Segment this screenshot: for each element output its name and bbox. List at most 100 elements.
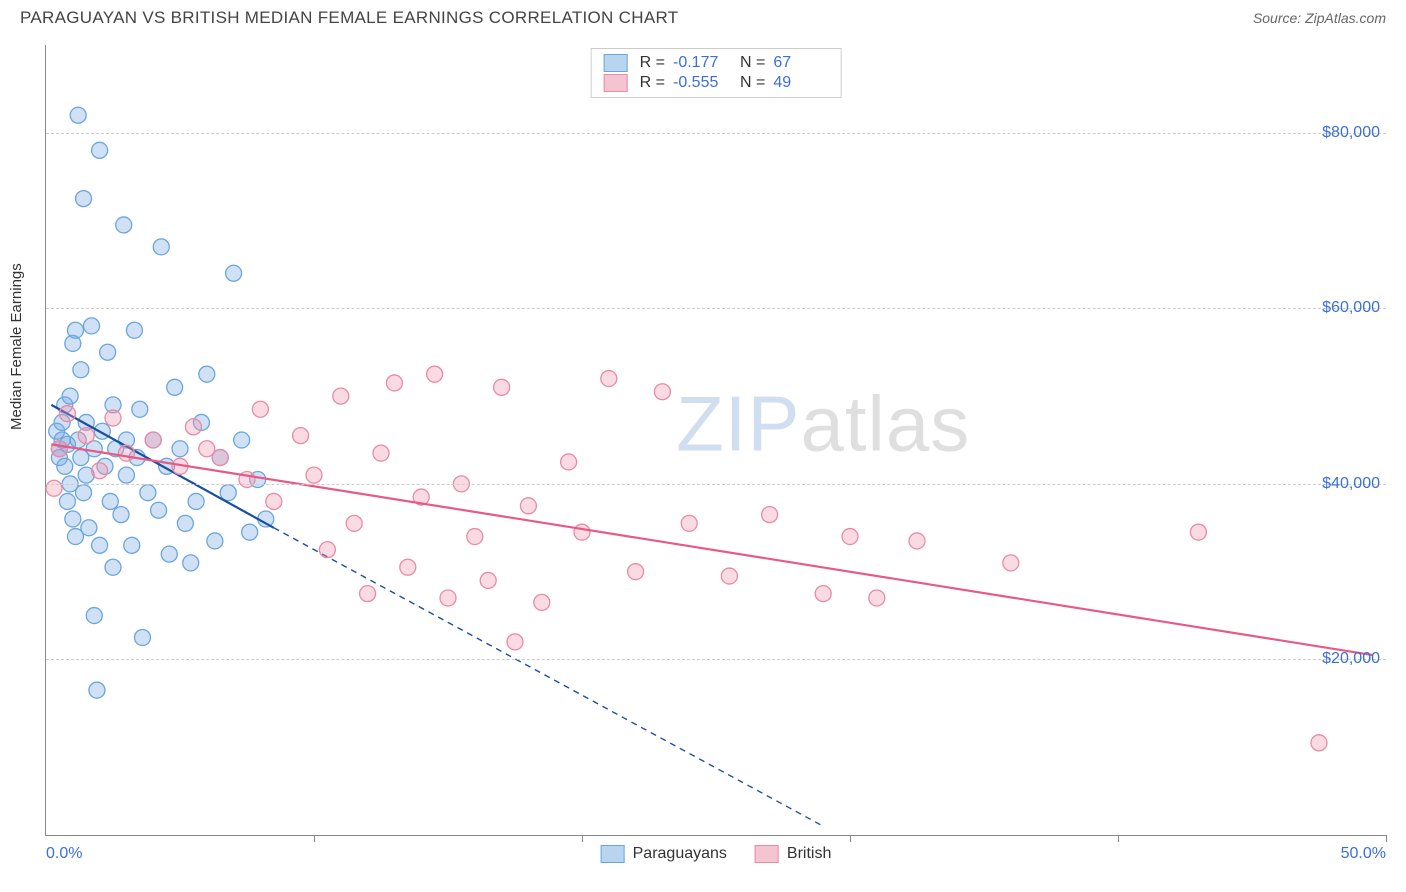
data-point (100, 344, 116, 360)
r-value: -0.555 (673, 74, 728, 92)
data-point (333, 388, 349, 404)
x-tick (1386, 835, 1387, 842)
data-point (113, 507, 129, 523)
data-point (73, 362, 89, 378)
legend-swatch (755, 845, 779, 863)
data-point (520, 498, 536, 514)
data-point (199, 441, 215, 457)
data-point (102, 493, 118, 509)
n-label: N = (740, 74, 765, 92)
data-point (167, 379, 183, 395)
data-point (161, 546, 177, 562)
data-point (681, 515, 697, 531)
data-point (118, 467, 134, 483)
data-point (59, 406, 75, 422)
data-point (842, 529, 858, 545)
r-label: R = (640, 54, 665, 72)
data-point (601, 371, 617, 387)
gridline (46, 484, 1386, 485)
data-point (105, 410, 121, 426)
data-point (252, 401, 268, 417)
correlation-legend: R = -0.177 N = 67 R = -0.555 N = 49 (591, 48, 842, 98)
data-point (226, 265, 242, 281)
data-point (185, 419, 201, 435)
data-point (762, 507, 778, 523)
data-point (386, 375, 402, 391)
legend-stat-row: R = -0.177 N = 67 (604, 53, 829, 73)
data-point (92, 463, 108, 479)
data-point (346, 515, 362, 531)
n-value: 67 (773, 54, 828, 72)
legend-swatch (601, 845, 625, 863)
r-label: R = (640, 74, 665, 92)
data-point (207, 533, 223, 549)
gridline (46, 308, 1386, 309)
data-point (89, 682, 105, 698)
data-point (177, 515, 193, 531)
data-point (234, 432, 250, 448)
chart-header: PARAGUAYAN VS BRITISH MEDIAN FEMALE EARN… (0, 0, 1406, 32)
chart-title: PARAGUAYAN VS BRITISH MEDIAN FEMALE EARN… (20, 8, 678, 28)
data-point (721, 568, 737, 584)
data-point (373, 445, 389, 461)
data-point (909, 533, 925, 549)
gridline (46, 659, 1386, 660)
gridline (46, 133, 1386, 134)
data-point (151, 502, 167, 518)
data-point (57, 458, 73, 474)
data-point (427, 366, 443, 382)
legend-series-item: British (755, 845, 831, 863)
data-point (628, 564, 644, 580)
x-axis-min-label: 0.0% (46, 845, 82, 863)
x-tick (314, 835, 315, 842)
data-point (126, 322, 142, 338)
data-point (199, 366, 215, 382)
legend-series-label: British (787, 845, 831, 863)
n-value: 49 (773, 74, 828, 92)
y-tick-label: $60,000 (1322, 299, 1380, 317)
data-point (132, 401, 148, 417)
r-value: -0.177 (673, 54, 728, 72)
data-point (440, 590, 456, 606)
data-point (76, 191, 92, 207)
legend-swatch (604, 54, 628, 72)
x-axis-max-label: 50.0% (1341, 845, 1386, 863)
x-tick (582, 835, 583, 842)
y-axis-label: Median Female Earnings (8, 263, 25, 430)
chart-plot-area: ZIPatlas R =-0.177N =67R =-0.555N =49 Pa… (45, 45, 1386, 836)
data-point (62, 388, 78, 404)
data-point (65, 511, 81, 527)
data-point (400, 559, 416, 575)
trend-line (51, 444, 1372, 655)
x-tick (850, 835, 851, 842)
data-point (172, 441, 188, 457)
data-point (1311, 735, 1327, 751)
data-point (118, 445, 134, 461)
data-point (534, 594, 550, 610)
y-tick-label: $80,000 (1322, 124, 1380, 142)
data-point (494, 379, 510, 395)
legend-series-label: Paraguayans (633, 845, 727, 863)
data-point (153, 239, 169, 255)
data-point (51, 441, 67, 457)
trend-line-extension (274, 528, 823, 826)
data-point (78, 428, 94, 444)
data-point (81, 520, 97, 536)
data-point (480, 572, 496, 588)
scatter-svg (46, 45, 1386, 835)
data-point (145, 432, 161, 448)
data-point (140, 485, 156, 501)
legend-stat-row: R = -0.555 N = 49 (604, 73, 829, 93)
data-point (266, 493, 282, 509)
data-point (76, 485, 92, 501)
n-label: N = (740, 54, 765, 72)
source-attribution: Source: ZipAtlas.com (1253, 10, 1386, 26)
data-point (124, 537, 140, 553)
data-point (306, 467, 322, 483)
data-point (70, 107, 86, 123)
data-point (188, 493, 204, 509)
data-point (134, 630, 150, 646)
data-point (1003, 555, 1019, 571)
data-point (92, 142, 108, 158)
data-point (574, 524, 590, 540)
